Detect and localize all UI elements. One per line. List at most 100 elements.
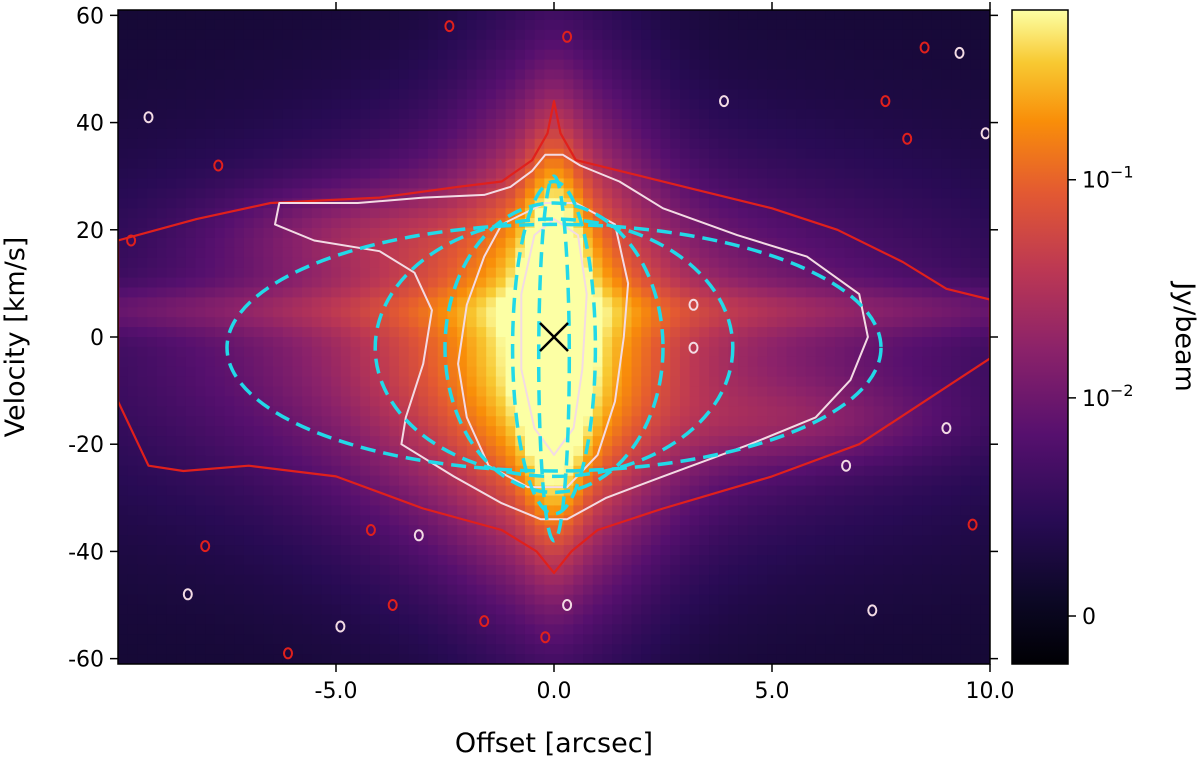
heatmap-cell [563, 158, 574, 170]
heatmap-cell [718, 426, 729, 437]
heatmap-cell [709, 465, 720, 477]
heatmap-cell [340, 99, 352, 110]
heatmap-cell [709, 485, 720, 497]
heatmap-cell [922, 426, 933, 437]
heatmap-cell [834, 228, 846, 239]
heatmap-cell [689, 29, 700, 41]
heatmap-cell [796, 10, 807, 21]
heatmap-cell [912, 356, 923, 368]
heatmap-cell [883, 416, 894, 427]
heatmap-cell [156, 446, 168, 457]
heatmap-cell [825, 337, 836, 348]
heatmap-cell [457, 109, 468, 120]
heatmap-cell [834, 247, 846, 259]
heatmap-cell [679, 10, 691, 21]
heatmap-cell [205, 119, 216, 130]
heatmap-cell [776, 267, 788, 279]
heatmap-cell [428, 59, 439, 71]
heatmap-cell [805, 59, 817, 71]
heatmap-cell [757, 247, 768, 259]
heatmap-cell [825, 356, 836, 368]
heatmap-cell [854, 89, 865, 100]
heatmap-cell [282, 446, 293, 457]
heatmap-cell [205, 168, 216, 180]
heatmap-cell [592, 356, 604, 368]
heatmap-cell [854, 426, 865, 437]
heatmap-cell [282, 208, 293, 219]
heatmap-cell [980, 228, 990, 239]
heatmap-cell [195, 356, 206, 368]
heatmap-cell [214, 555, 226, 566]
heatmap-cell [331, 247, 342, 259]
heatmap-cell [127, 455, 138, 467]
heatmap-cell [495, 436, 507, 447]
heatmap-cell [796, 535, 807, 546]
heatmap-cell [166, 119, 177, 130]
heatmap-cell [457, 465, 468, 477]
heatmap-cell [776, 188, 788, 199]
heatmap-cell [844, 406, 855, 417]
heatmap-cell [205, 237, 216, 249]
heatmap-cell [524, 346, 536, 358]
heatmap-cell [447, 218, 458, 229]
heatmap-cell [747, 29, 759, 41]
heatmap-cell [767, 168, 778, 180]
heatmap-cell [689, 317, 700, 328]
heatmap-cell [127, 297, 138, 308]
heatmap-cell [980, 515, 990, 526]
heatmap-cell [311, 356, 323, 368]
heatmap-cell [331, 29, 342, 41]
heatmap-cell [960, 436, 972, 447]
heatmap-cell [931, 396, 943, 407]
heatmap-cell [679, 168, 691, 180]
heatmap-cell [263, 128, 274, 140]
heatmap-cell [524, 386, 536, 398]
heatmap-cell [786, 495, 797, 507]
heatmap-cell [369, 128, 381, 140]
heatmap-cell [273, 267, 284, 279]
heatmap-cell [311, 287, 323, 298]
heatmap-cell [718, 515, 729, 526]
heatmap-cell [292, 119, 303, 130]
heatmap-cell [118, 69, 129, 80]
heatmap-cell [563, 515, 574, 526]
heatmap-cell [612, 257, 623, 269]
heatmap-cell [321, 19, 332, 31]
heatmap-cell [176, 138, 187, 150]
heatmap-cell [641, 158, 652, 170]
heatmap-cell [660, 49, 671, 61]
heatmap-cell [864, 346, 875, 358]
heatmap-cell [437, 297, 449, 308]
heatmap-cell [670, 237, 681, 249]
heatmap-cell [825, 446, 836, 457]
heatmap-cell [369, 49, 381, 61]
heatmap-cell [815, 138, 826, 150]
heatmap-cell [670, 128, 681, 140]
heatmap-cell [214, 307, 226, 318]
heatmap-cell [118, 366, 129, 378]
heatmap-cell [428, 29, 439, 41]
heatmap-cell [185, 297, 197, 308]
heatmap-cell [147, 49, 158, 61]
heatmap-cell [447, 337, 458, 348]
heatmap-cell [282, 188, 293, 199]
heatmap-cell [321, 416, 332, 427]
heatmap-cell [369, 138, 381, 150]
heatmap-cell [621, 178, 633, 189]
heatmap-cell [902, 475, 914, 487]
heatmap-cell [505, 287, 516, 298]
heatmap-cell [602, 366, 613, 378]
heatmap-cell [495, 555, 507, 566]
heatmap-cell [554, 515, 565, 526]
heatmap-cell [931, 237, 943, 249]
heatmap-cell [505, 555, 516, 566]
heatmap-cell [360, 376, 371, 388]
heatmap-cell [428, 446, 439, 457]
heatmap-cell [224, 337, 235, 348]
heatmap-cell [495, 99, 507, 110]
heatmap-cell [960, 515, 972, 526]
heatmap-cell [631, 178, 642, 189]
heatmap-cell [893, 545, 904, 556]
heatmap-cell [621, 10, 633, 21]
heatmap-cell [505, 416, 516, 427]
